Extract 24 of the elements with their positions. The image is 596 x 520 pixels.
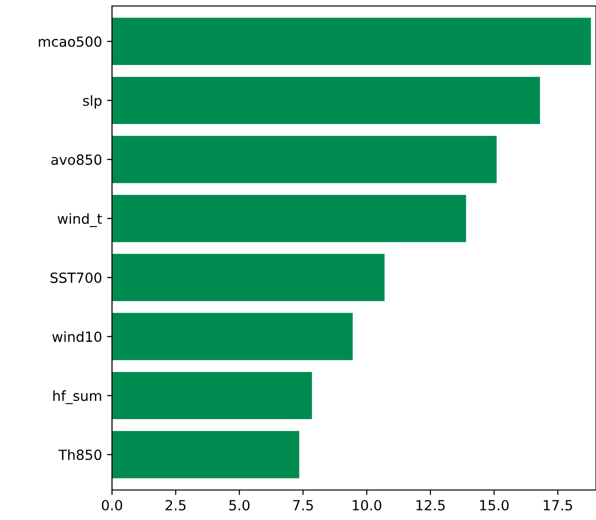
x-tick-label: 17.5 [544,500,572,510]
bar [112,372,312,420]
y-tick-label: SST700 [50,272,102,283]
x-tick-label: 7.5 [293,500,313,510]
bar [112,430,300,478]
x-tick-label: 0.0 [102,500,122,510]
y-tick-label: avo850 [51,154,102,165]
x-tick-label: 10.0 [352,500,382,510]
y-tick-label: wind_t [58,213,102,228]
x-tick-label: 2.5 [166,500,186,510]
y-tick-label: slp [83,95,102,109]
bar [112,76,540,124]
y-tick-label: Th850 [58,449,102,460]
x-tick-label: 15.0 [480,500,509,510]
bar [112,254,385,302]
bar [112,194,466,242]
bar [112,18,591,66]
y-tick-label: mcao500 [38,36,102,47]
y-tick-label: wind10 [52,331,102,342]
x-tick-label: 12.5 [416,500,445,510]
y-tick-label: hf_sum [53,390,102,404]
bar [112,136,497,184]
bar [112,312,353,360]
x-tick-label: 5.0 [229,500,250,510]
